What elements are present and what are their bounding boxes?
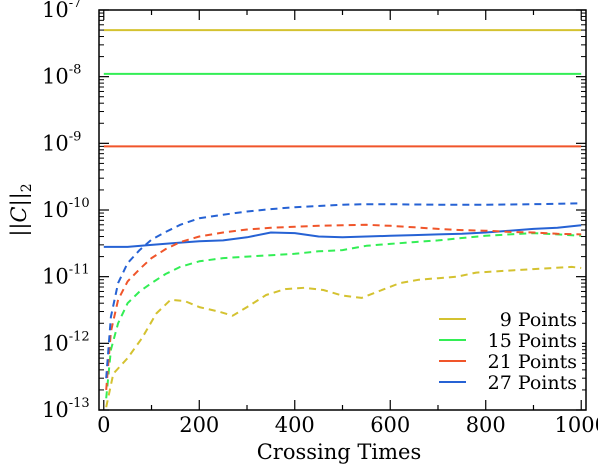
- legend-label: 21 Points: [488, 351, 577, 373]
- y-axis-title-close: ||: [7, 192, 32, 206]
- legend-label: 15 Points: [488, 330, 577, 352]
- x-tick-label: 800: [466, 413, 506, 437]
- y-tick-label: 10-12: [42, 329, 90, 355]
- x-tick-label: 1000: [554, 413, 598, 437]
- series-layer: [103, 29, 582, 408]
- y-tick-label: 10-13: [42, 396, 90, 422]
- y-tick-label: 10-8: [42, 63, 81, 89]
- x-axis-title: Crossing Times: [257, 440, 422, 464]
- series-line-4-dashed: [105, 265, 582, 408]
- legend-label: 9 Points: [500, 309, 577, 331]
- y-axis-title-open: ||: [7, 223, 32, 237]
- series-line-5-dashed: [105, 232, 582, 399]
- x-tick-labels: 0 200 400 600 800 1000: [97, 413, 598, 437]
- x-tick-label: 400: [275, 413, 315, 437]
- x-tick-label: 0: [97, 413, 110, 437]
- y-tick-label: 10-11: [42, 263, 90, 289]
- axis-ticks: [99, 9, 586, 411]
- series-line-7-dashed: [105, 202, 582, 379]
- series-line-6-dashed: [105, 223, 582, 390]
- y-tick-label: 10-10: [42, 196, 90, 222]
- y-axis-title-symbol: C: [7, 206, 31, 222]
- y-tick-labels: 10-13 10-12 10-11 10-10 10-9 10-8 10-7: [42, 0, 90, 422]
- y-tick-label: 10-9: [42, 129, 81, 155]
- svg-text:||C||2: ||C||2: [7, 183, 35, 236]
- legend-label: 27 Points: [488, 372, 577, 394]
- series-line-3-solid: [103, 224, 582, 248]
- y-tick-label: 10-7: [42, 0, 81, 22]
- y-axis-title-sub: 2: [19, 183, 35, 192]
- y-axis-title: ||C||2: [7, 183, 35, 236]
- x-tick-label: 200: [179, 413, 219, 437]
- x-tick-label: 600: [370, 413, 410, 437]
